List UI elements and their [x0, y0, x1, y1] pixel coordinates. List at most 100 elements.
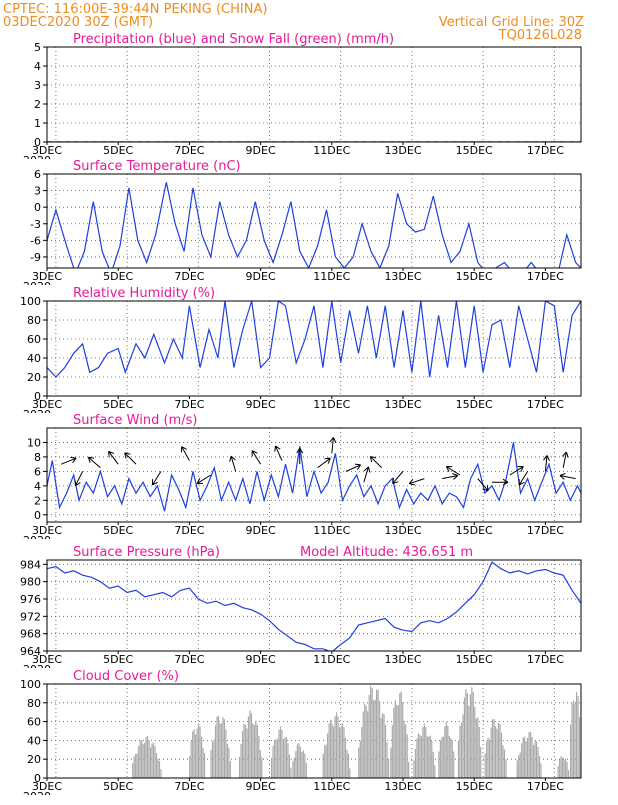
cloud-bar-3-8 [249, 710, 251, 778]
cloud-bar-10-3 [441, 737, 443, 778]
cloud-bar-12-5 [490, 727, 492, 778]
xtick-label-pressure-5: 13DEC [384, 653, 421, 666]
cloud-bar-10-11 [453, 751, 455, 778]
cloud-bar-5-5 [298, 742, 300, 778]
cloud-bar-3-4 [243, 723, 245, 778]
cloud-bar-2-11 [225, 729, 227, 778]
wind-arrow-12 [317, 457, 331, 469]
cloud-bar-3-12 [255, 720, 257, 778]
cloud-bar-1-3 [192, 731, 194, 778]
cloud-bar-3-16 [261, 756, 263, 778]
xtick-label-temp-5: 13DEC [384, 270, 421, 283]
cloud-bar-11-1 [457, 740, 460, 778]
wind-arrow-14 [345, 463, 362, 472]
ytick-label-rh-3: 60 [27, 333, 41, 346]
year-label-rh: 2020 [23, 408, 51, 421]
xtick-label-pressure-2: 7DEC [174, 653, 204, 666]
cloud-bar-2-4 [214, 725, 217, 778]
cloud-bar-7-5 [364, 703, 366, 778]
cloud-bar-1-4 [193, 729, 195, 778]
cloud-bar-10-6 [445, 721, 447, 778]
cloud-bar-4-3 [273, 739, 276, 778]
cloud-bar-7-11 [373, 700, 375, 778]
cloud-bar-7-13 [376, 689, 378, 778]
wind-arrow-17 [392, 471, 404, 485]
cloud-bar-2-5 [216, 716, 218, 778]
xtick-label-wind-6: 15DEC [456, 524, 493, 537]
cloud-bar-8-9 [402, 702, 404, 778]
ytick-label-rh-0: 0 [34, 390, 41, 403]
cloud-bar-7-6 [365, 705, 367, 778]
cloud-bar-4-12 [287, 743, 289, 778]
cloud-bar-7-20 [386, 742, 388, 778]
cloud-bar-10-1 [438, 751, 440, 778]
year-label-wind: 2020 [23, 534, 51, 547]
ytick-label-pressure-1: 968 [20, 628, 41, 641]
ytick-label-pressure-0: 964 [20, 645, 41, 658]
xtick-label-rh-4: 11DEC [313, 398, 350, 411]
xtick-label-rh-5: 13DEC [384, 398, 421, 411]
panel-title-pressure: Surface Pressure (hPa) [73, 545, 220, 560]
panel-title-precip: Precipitation (blue) and Snow Fall (gree… [73, 32, 394, 47]
xtick-label-temp-2: 7DEC [174, 270, 204, 283]
cloud-bar-14-7 [566, 761, 568, 778]
cloud-bar-6-14 [341, 723, 344, 778]
panel-temp: -9 -6 -3 0 3 6 3DEC 5DEC 7DEC 9DEC 11DEC 13DEC 15DEC… [23, 159, 582, 285]
ytick-label-cloud-5: 100 [20, 678, 41, 691]
panel-title-wind: Surface Wind (m/s) [73, 413, 197, 428]
cloud-bar-8-11 [405, 724, 407, 778]
cloud-bar-0-13 [149, 747, 152, 778]
cloud-bar-7-16 [380, 718, 382, 778]
cloud-bar-2-2 [211, 741, 214, 778]
cloud-bar-7-19 [384, 725, 387, 778]
cloud-bar-4-7 [279, 726, 282, 778]
cloud-bar-11-8 [468, 705, 470, 778]
cloud-bar-9-14 [432, 752, 434, 778]
panel-title-temp: Surface Temperature (nC) [73, 159, 241, 174]
cloud-bar-6-2 [324, 745, 326, 778]
wind-arrow-18 [408, 478, 425, 486]
xtick-label-rh-3: 9DEC [246, 398, 276, 411]
header-station: CPTEC: 116:00E-39:44N PEKING (CHINA) [3, 2, 267, 17]
cloud-bar-7-21 [387, 758, 390, 778]
ytick-label-wind-0: 0 [34, 509, 41, 522]
ytick-label-rh-1: 20 [27, 371, 41, 384]
cloud-bar-4-8 [281, 730, 283, 778]
xtick-label-wind-3: 9DEC [246, 524, 276, 537]
cloud-bar-11-13 [475, 718, 477, 778]
ytick-label-wind-5: 10 [27, 436, 41, 449]
series-line-pressure-0 [47, 561, 581, 651]
header-model-code: TQ0126L028 [498, 28, 582, 43]
cloud-bar-12-15 [505, 759, 507, 778]
ytick-label-rh-2: 40 [27, 352, 41, 365]
xtick-label-wind-1: 5DEC [103, 524, 133, 537]
cloud-bar-7-4 [362, 711, 364, 778]
wind-arrow-11 [296, 447, 304, 465]
xtick-label-cloud-7: 17DEC [527, 780, 564, 793]
panel-precip: 0 1 2 3 4 5 3DEC 5DEC 7DEC 9DEC 11DEC 13DEC 15DEC 17D… [23, 32, 582, 159]
xtick-label-rh-2: 7DEC [174, 398, 204, 411]
cloud-bar-8-10 [403, 720, 405, 778]
cloud-bar-7-8 [368, 694, 370, 778]
cloud-bar-6-16 [344, 737, 347, 778]
cloud-bar-12-8 [494, 726, 497, 778]
ytick-label-precip-3: 3 [34, 79, 41, 92]
cloud-bar-4-2 [272, 745, 274, 778]
panel-frame-precip [46, 46, 582, 143]
cloud-bar-11-15 [478, 727, 480, 778]
cloud-bar-9-2 [414, 749, 417, 778]
panel-frame-temp [46, 173, 582, 269]
cloud-bar-7-9 [370, 685, 372, 778]
cloud-bar-8-13 [408, 761, 410, 778]
ytick-label-cloud-0: 0 [34, 772, 41, 785]
cloud-bar-5-10 [305, 762, 307, 778]
panels-layer: 0 1 2 3 4 5 3DEC 5DEC 7DEC 9DEC 11DEC 13DEC 15DEC 17D… [20, 32, 582, 795]
cloud-bar-15-7 [578, 717, 581, 778]
wind-arrow-25 [543, 455, 550, 472]
cloud-bar-12-6 [492, 719, 494, 778]
xtick-label-precip-2: 7DEC [174, 144, 204, 157]
ytick-label-wind-1: 2 [34, 494, 41, 507]
cloud-bar-1-5 [195, 734, 197, 778]
cloud-bar-7-3 [361, 726, 363, 778]
cloud-bar-8-1 [390, 747, 392, 778]
